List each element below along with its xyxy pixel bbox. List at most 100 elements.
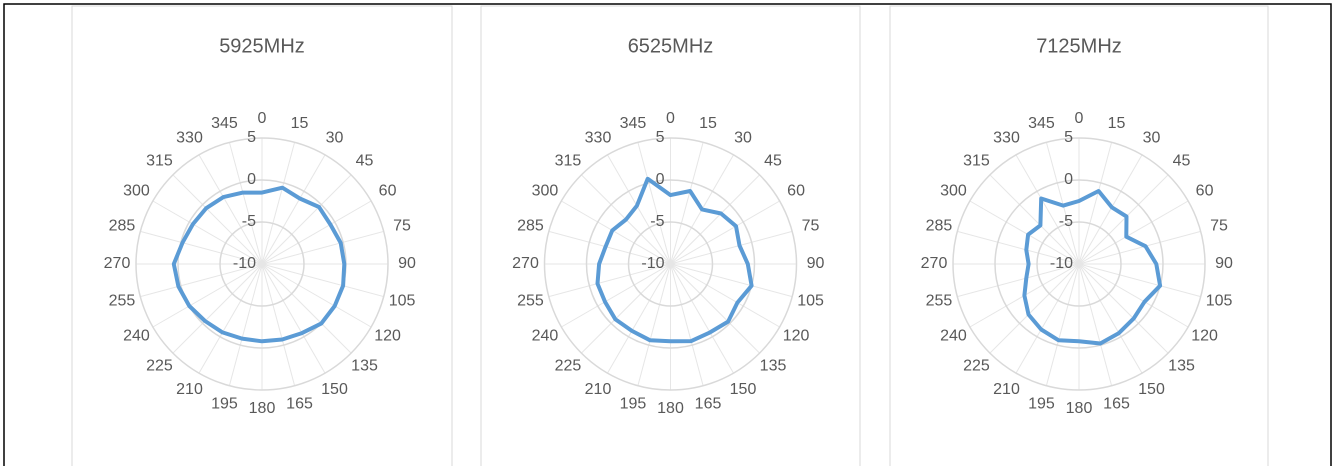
r-tick-label: -10: [641, 255, 664, 272]
spoke: [261, 154, 326, 265]
category-label: 45: [1173, 153, 1191, 170]
category-label: 270: [104, 255, 131, 272]
spoke: [1078, 263, 1189, 328]
spoke: [670, 174, 760, 265]
spoke: [1078, 230, 1201, 265]
category-label: 240: [940, 328, 967, 345]
spoke: [1045, 142, 1080, 265]
spoke: [261, 263, 372, 328]
category-label: 225: [555, 358, 582, 375]
category-label: 135: [351, 358, 378, 375]
spoke: [1078, 200, 1189, 265]
category-label: 60: [1196, 183, 1214, 200]
category-label: 315: [146, 153, 173, 170]
category-label: 240: [532, 328, 559, 345]
r-tick-label: 0: [656, 171, 665, 188]
category-label: 0: [1075, 110, 1084, 127]
category-label: 195: [211, 395, 238, 412]
category-label: 300: [532, 183, 559, 200]
category-label: 315: [963, 153, 990, 170]
category-label: 105: [1206, 293, 1233, 310]
spoke: [548, 230, 671, 265]
category-label: 300: [123, 183, 150, 200]
category-label: 15: [291, 115, 309, 132]
spoke: [989, 174, 1080, 265]
chart-title: 7125MHz: [1036, 35, 1122, 57]
spoke: [172, 263, 263, 354]
category-label: 30: [1143, 130, 1161, 147]
spoke: [140, 263, 263, 298]
category-label: 210: [176, 381, 203, 398]
r-tick-label: 5: [656, 129, 665, 146]
spoke: [1078, 263, 1169, 354]
spoke: [670, 142, 704, 265]
category-label: 150: [730, 381, 757, 398]
r-tick-label: 5: [1064, 129, 1073, 146]
category-label: 285: [517, 218, 544, 235]
category-label: 60: [379, 183, 397, 200]
spoke: [261, 142, 296, 265]
category-label: 225: [963, 358, 990, 375]
spoke: [261, 263, 326, 374]
spoke: [1045, 263, 1080, 386]
category-label: 285: [926, 218, 953, 235]
series-line: [595, 176, 754, 344]
category-label: 150: [321, 381, 348, 398]
category-label: 15: [699, 115, 717, 132]
category-label: 195: [1028, 395, 1055, 412]
category-label: 165: [1103, 395, 1130, 412]
category-label: 195: [620, 395, 647, 412]
spoke: [670, 263, 760, 354]
grid-ring: [994, 179, 1164, 349]
spoke: [607, 263, 671, 374]
category-label: 165: [286, 395, 313, 412]
spoke: [261, 263, 352, 354]
r-tick-label: -10: [233, 255, 256, 272]
spoke: [261, 263, 296, 386]
grid-ring: [543, 137, 798, 391]
chart-title: 5925MHz: [219, 35, 305, 57]
spoke: [1078, 263, 1201, 298]
spoke: [670, 263, 793, 298]
category-label: 180: [1066, 400, 1093, 417]
spoke: [989, 263, 1080, 354]
spoke: [261, 230, 384, 265]
category-label: 30: [326, 130, 344, 147]
r-tick-label: -5: [242, 213, 256, 230]
category-label: 90: [398, 255, 416, 272]
category-label: 225: [146, 358, 173, 375]
series-line: [171, 185, 347, 344]
category-label: 135: [1168, 358, 1195, 375]
category-label: 210: [585, 381, 612, 398]
chart-title: 6525MHz: [628, 35, 714, 57]
category-label: 30: [734, 130, 752, 147]
grid-ring: [585, 179, 756, 349]
category-label: 0: [666, 110, 675, 127]
category-label: 345: [620, 115, 647, 132]
spoke: [957, 263, 1080, 298]
category-label: 45: [764, 153, 782, 170]
category-label: 90: [807, 255, 825, 272]
category-label: 75: [393, 218, 411, 235]
category-label: 75: [802, 218, 820, 235]
spoke: [548, 263, 671, 298]
category-label: 0: [258, 110, 267, 127]
spoke: [581, 263, 671, 354]
spoke: [607, 154, 671, 265]
category-label: 45: [356, 153, 374, 170]
category-label: 90: [1215, 255, 1233, 272]
category-label: 300: [940, 183, 967, 200]
spoke: [261, 174, 352, 265]
category-label: 105: [389, 293, 416, 310]
spoke: [228, 142, 263, 265]
spoke: [670, 263, 704, 386]
category-label: 330: [993, 130, 1020, 147]
category-label: 135: [760, 358, 787, 375]
spoke: [1015, 154, 1080, 265]
spoke: [670, 200, 780, 265]
category-label: 270: [512, 255, 539, 272]
category-label: 285: [109, 218, 136, 235]
category-label: 165: [695, 395, 722, 412]
spoke: [1078, 263, 1113, 386]
r-tick-label: -5: [1059, 213, 1073, 230]
